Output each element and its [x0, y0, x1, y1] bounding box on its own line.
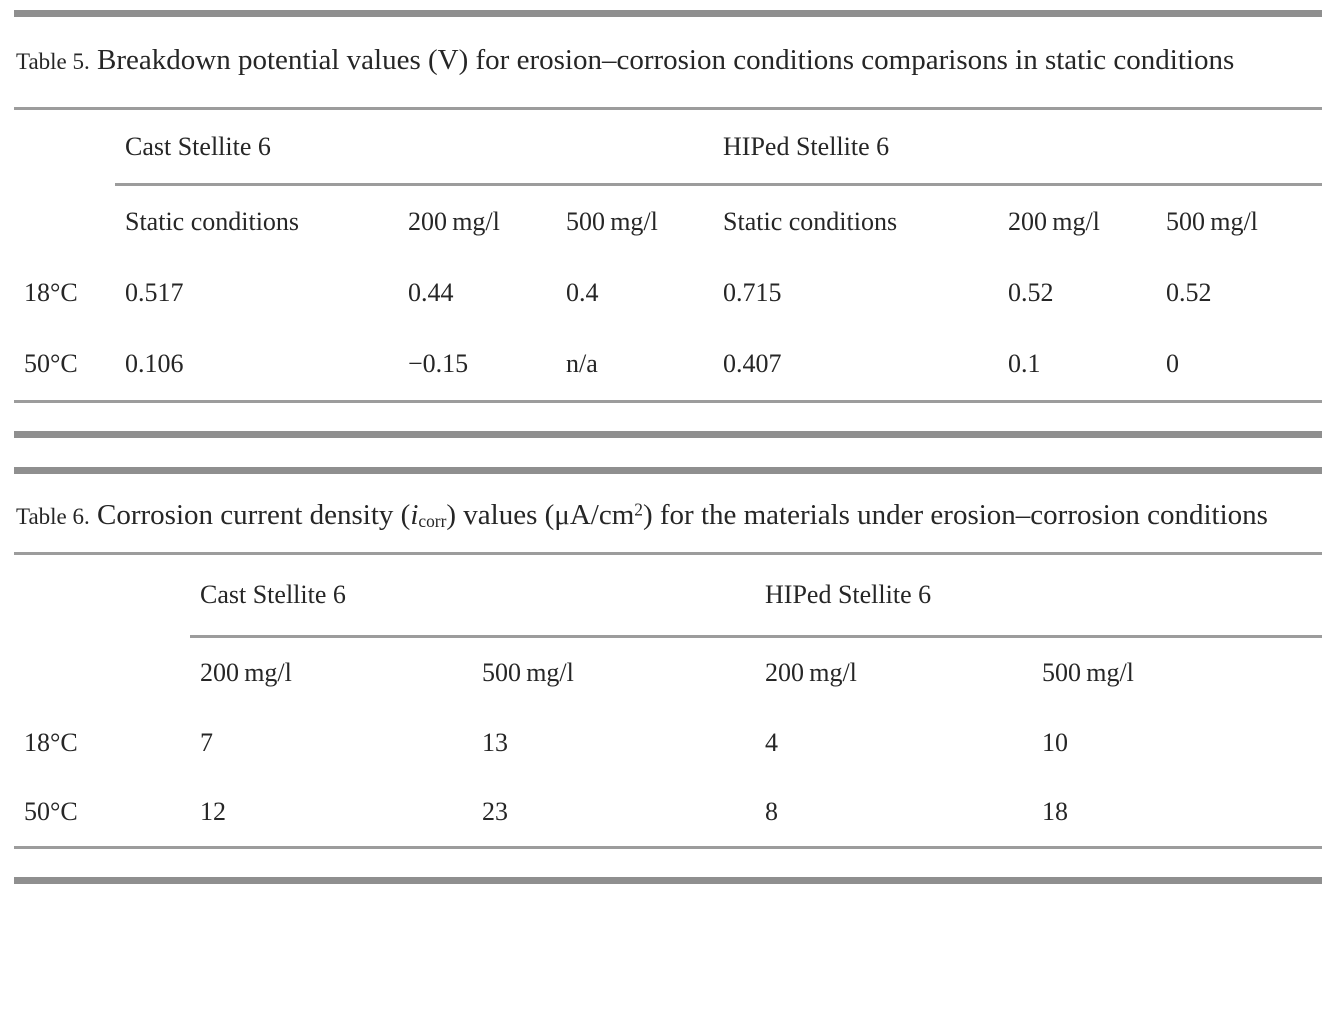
- table5-subheader-500-hiped: 500 mg/l: [1166, 206, 1258, 236]
- table5-subheader-200-hiped: 200 mg/l: [1008, 206, 1100, 236]
- table5-subheader-500-cast: 500 mg/l: [566, 206, 658, 236]
- table6-row-18c: 18°C 7 13 4 10: [14, 708, 1322, 778]
- table6-cell: 23: [482, 796, 508, 826]
- table6-subheader-200-cast: 200 mg/l: [200, 657, 292, 687]
- table5-subheader-row: Static conditions 200 mg/l 500 mg/l Stat…: [14, 185, 1322, 258]
- table6-subheader-200-hiped: 200 mg/l: [765, 657, 857, 687]
- table5-caption-label: Table 5.: [16, 49, 90, 74]
- table5-bottom-rule: [14, 430, 1322, 438]
- table5-cell: −0.15: [408, 349, 469, 379]
- table6-stub-cell: [14, 553, 190, 636]
- table5-subheader-static-cast: Static conditions: [125, 206, 300, 236]
- table6-cell: 4: [765, 727, 779, 757]
- table6-cell: 10: [1042, 727, 1069, 757]
- table6-row-50c: 50°C 12 23 8 18: [14, 778, 1322, 848]
- table6-subheader-500-cast: 500 mg/l: [482, 657, 574, 687]
- table6-group-header-row: Cast Stellite 6 HIPed Stellite 6: [14, 553, 1323, 638]
- table5-cell: n/a: [566, 349, 598, 379]
- table5-cell: 0.4: [566, 278, 599, 307]
- table5-cell: 0.52: [1166, 278, 1212, 307]
- table5-group-header-row: Cast Stellite 6 HIPed Stellite 6: [14, 108, 1323, 186]
- table6-cell: 12: [200, 796, 226, 826]
- table5-cell: 0.106: [125, 349, 184, 379]
- table5-cell: 0.517: [125, 278, 184, 307]
- table5-caption-text: Breakdown potential values (V) for erosi…: [97, 44, 1235, 76]
- table5: Cast Stellite 6 HIPed Stellite 6 Static …: [14, 107, 1323, 403]
- table6-caption-label: Table 6.: [16, 503, 90, 529]
- table6-group-hiped: HIPed Stellite 6: [755, 553, 1323, 638]
- table6-cell: 18: [1042, 796, 1069, 826]
- table6-block: Table 6. Corrosion current density (icor…: [14, 466, 1323, 884]
- table5-cell: 0.407: [723, 349, 782, 379]
- table6-subheader-500-hiped: 500 mg/l: [1042, 657, 1134, 687]
- table5-caption: Table 5. Breakdown potential values (V) …: [16, 33, 1320, 89]
- table5-rowlabel-18c: 18°C: [24, 278, 78, 307]
- table5-rowlabel-50c: 50°C: [24, 349, 78, 379]
- table6-cell: 7: [200, 727, 213, 757]
- table6-caption-text: Corrosion current density (icorr) values…: [97, 498, 1268, 531]
- table6-subheader-row: 200 mg/l 500 mg/l 200 mg/l 500 mg/l: [14, 636, 1322, 708]
- table6-cell: 8: [765, 796, 779, 826]
- table6-caption: Table 6. Corrosion current density (icor…: [16, 488, 1320, 544]
- table5-subheader-200-cast: 200 mg/l: [408, 206, 500, 236]
- table5-block: Table 5. Breakdown potential values (V) …: [14, 10, 1323, 438]
- table6-rowlabel-50c: 50°C: [24, 796, 78, 826]
- table6: Cast Stellite 6 HIPed Stellite 6 200 mg/…: [14, 551, 1323, 849]
- table5-stub-cell: [14, 109, 115, 185]
- table6-top-rule: [14, 466, 1322, 474]
- table5-subheader-static-hiped: Static conditions: [723, 206, 898, 236]
- table5-cell: 0.1: [1008, 349, 1041, 379]
- table5-row-50c: 50°C 0.106 −0.15 n/a 0.407 0.1 0: [14, 329, 1322, 401]
- table6-bottom-rule: [14, 877, 1322, 884]
- table6-rowlabel-18c: 18°C: [24, 727, 78, 757]
- table6-group-cast: Cast Stellite 6: [190, 553, 756, 638]
- table5-group-cast: Cast Stellite 6: [115, 108, 714, 186]
- table5-cell: 0.52: [1008, 278, 1054, 307]
- table5-top-rule: [14, 10, 1322, 17]
- table5-cell: 0: [1166, 349, 1180, 379]
- table6-cell: 13: [482, 727, 508, 757]
- table6-stub-cell: [14, 636, 190, 708]
- table5-group-hiped: HIPed Stellite 6: [713, 108, 1323, 186]
- table5-cell: 0.44: [408, 278, 454, 307]
- table5-stub-cell: [14, 185, 115, 258]
- table5-row-18c: 18°C 0.517 0.44 0.4 0.715 0.52 0.52: [14, 257, 1322, 329]
- table5-cell: 0.715: [723, 278, 782, 307]
